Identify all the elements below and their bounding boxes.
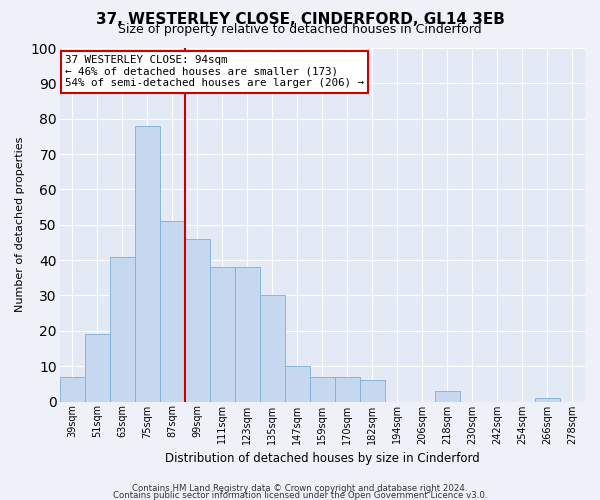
Bar bbox=[85, 334, 110, 402]
Bar bbox=[310, 377, 335, 402]
Y-axis label: Number of detached properties: Number of detached properties bbox=[15, 137, 25, 312]
Bar bbox=[285, 366, 310, 402]
Text: Contains public sector information licensed under the Open Government Licence v3: Contains public sector information licen… bbox=[113, 491, 487, 500]
Text: 37 WESTERLEY CLOSE: 94sqm
← 46% of detached houses are smaller (173)
54% of semi: 37 WESTERLEY CLOSE: 94sqm ← 46% of detac… bbox=[65, 55, 364, 88]
Bar bbox=[260, 296, 285, 402]
X-axis label: Distribution of detached houses by size in Cinderford: Distribution of detached houses by size … bbox=[165, 452, 480, 465]
Bar bbox=[135, 126, 160, 402]
Bar bbox=[110, 256, 135, 402]
Bar bbox=[535, 398, 560, 402]
Bar bbox=[210, 267, 235, 402]
Bar bbox=[360, 380, 385, 402]
Bar bbox=[185, 239, 210, 402]
Bar bbox=[160, 221, 185, 402]
Text: Contains HM Land Registry data © Crown copyright and database right 2024.: Contains HM Land Registry data © Crown c… bbox=[132, 484, 468, 493]
Bar bbox=[235, 267, 260, 402]
Bar bbox=[335, 377, 360, 402]
Bar bbox=[435, 391, 460, 402]
Bar bbox=[60, 377, 85, 402]
Text: 37, WESTERLEY CLOSE, CINDERFORD, GL14 3EB: 37, WESTERLEY CLOSE, CINDERFORD, GL14 3E… bbox=[95, 12, 505, 28]
Text: Size of property relative to detached houses in Cinderford: Size of property relative to detached ho… bbox=[118, 22, 482, 36]
